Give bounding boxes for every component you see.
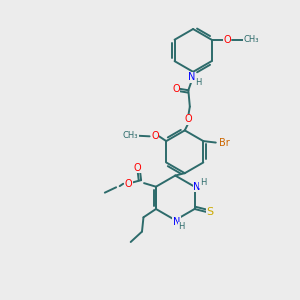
Text: N: N	[188, 72, 196, 82]
Text: H: H	[178, 222, 184, 231]
Text: O: O	[151, 131, 159, 141]
Text: S: S	[206, 207, 214, 217]
Text: H: H	[195, 78, 202, 87]
Text: N: N	[193, 182, 201, 192]
Text: H: H	[200, 178, 206, 187]
Text: O: O	[184, 114, 192, 124]
Text: CH₃: CH₃	[244, 35, 259, 44]
Text: N: N	[173, 217, 180, 226]
Text: Br: Br	[219, 138, 230, 148]
Text: O: O	[125, 179, 132, 189]
Text: O: O	[223, 35, 231, 45]
Text: O: O	[172, 84, 180, 94]
Text: CH₃: CH₃	[123, 131, 138, 140]
Text: O: O	[134, 163, 141, 173]
